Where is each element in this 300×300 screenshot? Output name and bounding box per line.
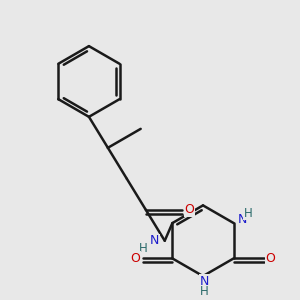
Text: O: O [184, 203, 194, 216]
Text: H: H [244, 207, 253, 220]
Text: H: H [200, 285, 208, 298]
Text: N: N [150, 234, 160, 247]
Text: H: H [139, 242, 147, 255]
Text: O: O [266, 252, 275, 265]
Text: N: N [238, 213, 247, 226]
Text: O: O [131, 252, 140, 265]
Text: N: N [199, 274, 209, 287]
